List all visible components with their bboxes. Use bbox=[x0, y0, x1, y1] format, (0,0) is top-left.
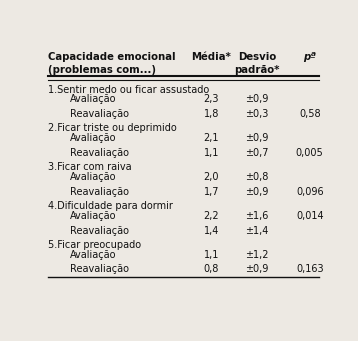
Text: ±1,2: ±1,2 bbox=[245, 250, 269, 260]
Text: Desvio
padrão*: Desvio padrão* bbox=[234, 52, 280, 75]
Text: 0,005: 0,005 bbox=[296, 148, 324, 158]
Text: 1.Sentir medo ou ficar assustado: 1.Sentir medo ou ficar assustado bbox=[48, 85, 209, 94]
Text: ±0,9: ±0,9 bbox=[245, 133, 269, 143]
Text: Avaliação: Avaliação bbox=[70, 172, 116, 182]
Text: 1,1: 1,1 bbox=[204, 148, 219, 158]
Text: Reavaliação: Reavaliação bbox=[70, 225, 129, 236]
Text: 2,2: 2,2 bbox=[203, 211, 219, 221]
Text: Reavaliação: Reavaliação bbox=[70, 109, 129, 119]
Text: 3.Ficar com raiva: 3.Ficar com raiva bbox=[48, 162, 131, 172]
Text: 2,3: 2,3 bbox=[203, 94, 219, 104]
Text: ±0,7: ±0,7 bbox=[245, 148, 269, 158]
Text: Média*: Média* bbox=[191, 52, 231, 62]
Text: 5.Ficar preocupado: 5.Ficar preocupado bbox=[48, 240, 141, 250]
Text: 1,7: 1,7 bbox=[203, 187, 219, 197]
Text: Avaliação: Avaliação bbox=[70, 250, 116, 260]
Text: Avaliação: Avaliação bbox=[70, 94, 116, 104]
Text: 4.Dificuldade para dormir: 4.Dificuldade para dormir bbox=[48, 201, 173, 211]
Text: Capacidade emocional
(problemas com...): Capacidade emocional (problemas com...) bbox=[48, 52, 175, 75]
Text: 2,1: 2,1 bbox=[203, 133, 219, 143]
Text: 1,4: 1,4 bbox=[204, 225, 219, 236]
Text: Avaliação: Avaliação bbox=[70, 133, 116, 143]
Text: ±0,9: ±0,9 bbox=[245, 264, 269, 275]
Text: pª: pª bbox=[303, 52, 316, 62]
Text: 0,163: 0,163 bbox=[296, 264, 324, 275]
Text: 1,8: 1,8 bbox=[204, 109, 219, 119]
Text: ±0,3: ±0,3 bbox=[245, 109, 269, 119]
Text: ±0,9: ±0,9 bbox=[245, 94, 269, 104]
Text: 2,0: 2,0 bbox=[203, 172, 219, 182]
Text: ±0,9: ±0,9 bbox=[245, 187, 269, 197]
Text: 0,096: 0,096 bbox=[296, 187, 324, 197]
Text: ±1,6: ±1,6 bbox=[245, 211, 269, 221]
Text: Reavaliação: Reavaliação bbox=[70, 264, 129, 275]
Text: Reavaliação: Reavaliação bbox=[70, 148, 129, 158]
Text: Reavaliação: Reavaliação bbox=[70, 187, 129, 197]
Text: 0,014: 0,014 bbox=[296, 211, 324, 221]
Text: 2.Ficar triste ou deprimido: 2.Ficar triste ou deprimido bbox=[48, 123, 176, 133]
Text: ±0,8: ±0,8 bbox=[245, 172, 269, 182]
Text: 0,8: 0,8 bbox=[204, 264, 219, 275]
Text: 0,58: 0,58 bbox=[299, 109, 320, 119]
Text: 1,1: 1,1 bbox=[204, 250, 219, 260]
Text: ±1,4: ±1,4 bbox=[245, 225, 269, 236]
Text: Avaliação: Avaliação bbox=[70, 211, 116, 221]
